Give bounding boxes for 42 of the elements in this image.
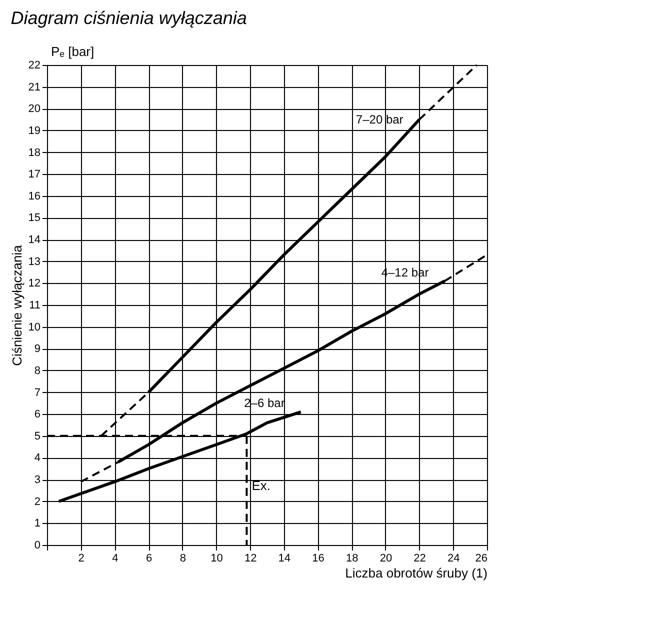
series-label: 7–20 bar — [356, 112, 404, 127]
y-tick-label: 9 — [34, 343, 40, 356]
y-tick-label: 13 — [28, 256, 40, 268]
y-tick-label: 7 — [34, 386, 40, 399]
y-tick-label: 6 — [34, 408, 40, 421]
annotation: Ex. — [252, 478, 270, 494]
y-tick-label: 11 — [29, 300, 40, 312]
y-tick-label: 12 — [28, 278, 40, 290]
x-axis-title: Liczba obrotów śruby (1) — [345, 566, 488, 580]
x-tick-label: 10 — [210, 552, 223, 564]
y-axis-title: Ciśnienie wyłączania — [9, 244, 24, 366]
text: Pₑ [bar] — [51, 44, 94, 59]
x-tick-label: 16 — [312, 552, 324, 564]
x-tick-label: 18 — [346, 552, 358, 564]
y-tick-label: 5 — [34, 430, 40, 442]
y-tick-label: 22 — [28, 60, 40, 72]
y-tick-label: 10 — [28, 321, 40, 334]
y-tick-label: 16 — [28, 190, 40, 202]
x-tick-label: 20 — [380, 552, 392, 564]
x-tick-label: 4 — [112, 552, 118, 564]
x-tick-label: 26 — [475, 552, 488, 564]
x-tick-label: 8 — [180, 552, 186, 564]
y-tick-label: 20 — [28, 103, 40, 116]
x-tick-label: 6 — [146, 552, 152, 564]
chart-title: Diagram ciśnienia wyłączania — [10, 8, 247, 28]
y-tick-label: 4 — [34, 452, 40, 464]
y-tick-label: 3 — [34, 474, 40, 486]
y-tick-label: 8 — [34, 364, 40, 377]
y-tick-label: 2 — [34, 496, 40, 508]
y-tick-label: 0 — [34, 540, 40, 552]
y-tick-label: 14 — [28, 234, 40, 246]
y-tick-label: 18 — [28, 146, 40, 159]
y-tick-label: 17 — [28, 168, 40, 181]
y-tick-label: 19 — [28, 124, 40, 137]
x-tick-label: 2 — [78, 552, 84, 564]
x-tick-label: 12 — [244, 552, 257, 564]
x-tick-label: 24 — [448, 552, 460, 564]
x-tick-label: 22 — [414, 552, 426, 564]
y-tick-label: 21 — [28, 81, 40, 94]
y-tick-label: 15 — [28, 212, 40, 224]
x-tick-label: 14 — [278, 552, 291, 564]
y-tick-label: 1 — [34, 518, 40, 530]
